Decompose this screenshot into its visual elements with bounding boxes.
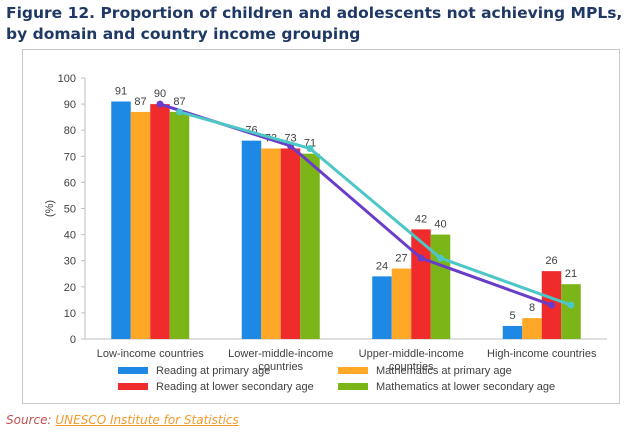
- y-tick-label: 30: [64, 256, 76, 268]
- data-label: 87: [134, 96, 146, 108]
- trend-marker: [176, 108, 183, 116]
- trend-marker: [548, 301, 555, 309]
- trend-marker: [417, 254, 425, 262]
- y-tick-label: 20: [64, 282, 76, 294]
- data-label: 8: [529, 302, 535, 314]
- bar-0-2: [150, 104, 170, 339]
- bar-1-1: [261, 148, 281, 339]
- figure-title: Figure 12. Proportion of children and ad…: [6, 4, 623, 43]
- data-label: 26: [545, 255, 557, 267]
- data-label: 42: [415, 213, 427, 225]
- legend-label-1: Mathematics at primary age: [376, 365, 512, 377]
- trend-marker: [156, 100, 164, 108]
- bar-2-0: [372, 276, 392, 339]
- bar-0-1: [130, 111, 151, 340]
- data-label: 24: [376, 260, 388, 272]
- bar-3-3: [561, 284, 581, 339]
- bar-3-0: [502, 325, 523, 339]
- bar-3-1: [522, 318, 542, 339]
- bar-0-0: [111, 101, 131, 339]
- data-label: 40: [434, 219, 446, 231]
- data-label: 21: [565, 268, 577, 280]
- source-link[interactable]: UNESCO Institute for Statistics: [55, 413, 239, 427]
- data-label: 87: [173, 96, 185, 108]
- trend-marker: [437, 254, 444, 262]
- y-tick-label: 50: [64, 204, 76, 216]
- trend-marker: [567, 301, 575, 309]
- bar-0-3: [169, 111, 190, 340]
- bar-2-2: [411, 229, 431, 339]
- data-label: 27: [395, 253, 407, 265]
- y-tick-label: 10: [64, 308, 76, 320]
- legend-swatch-3: [338, 383, 368, 390]
- y-tick-label: 70: [64, 151, 76, 163]
- x-tick-label: Upper-middle-income countries: [359, 348, 464, 373]
- y-tick-label: 40: [64, 230, 76, 242]
- legend-swatch-1: [338, 367, 368, 374]
- source-note: Source: UNESCO Institute for Statistics: [6, 413, 239, 427]
- legend-label-3: Mathematics at lower secondary age: [376, 381, 555, 393]
- x-tick-label: Low-income countries: [97, 348, 204, 360]
- bar-1-3: [300, 153, 320, 339]
- x-tick-label: Lower-middle-income countries: [228, 348, 333, 373]
- y-tick-label: 100: [58, 73, 76, 85]
- legend-swatch-0: [118, 367, 148, 374]
- y-axis-label: (%): [44, 200, 56, 217]
- trend-marker: [306, 144, 314, 152]
- bar-2-1: [391, 268, 412, 339]
- legend-swatch-2: [118, 383, 148, 390]
- x-tick-label: High-income countries: [487, 348, 597, 360]
- data-label: 90: [154, 88, 166, 100]
- source-label: Source:: [6, 413, 52, 427]
- bar-2-3: [430, 234, 451, 339]
- bar-1-2: [280, 148, 301, 339]
- bar-1-0: [241, 140, 262, 339]
- y-tick-label: 0: [70, 334, 76, 346]
- legend-label-0: Reading at primary age: [156, 365, 270, 377]
- data-label: 5: [509, 310, 515, 322]
- data-label: 91: [115, 85, 127, 97]
- trend-line-0: [159, 102, 553, 307]
- y-tick-label: 80: [64, 125, 76, 137]
- y-tick-label: 60: [64, 177, 76, 189]
- trend-line-1: [179, 110, 572, 307]
- y-tick-label: 90: [64, 99, 76, 111]
- legend-label-2: Reading at lower secondary age: [156, 381, 314, 393]
